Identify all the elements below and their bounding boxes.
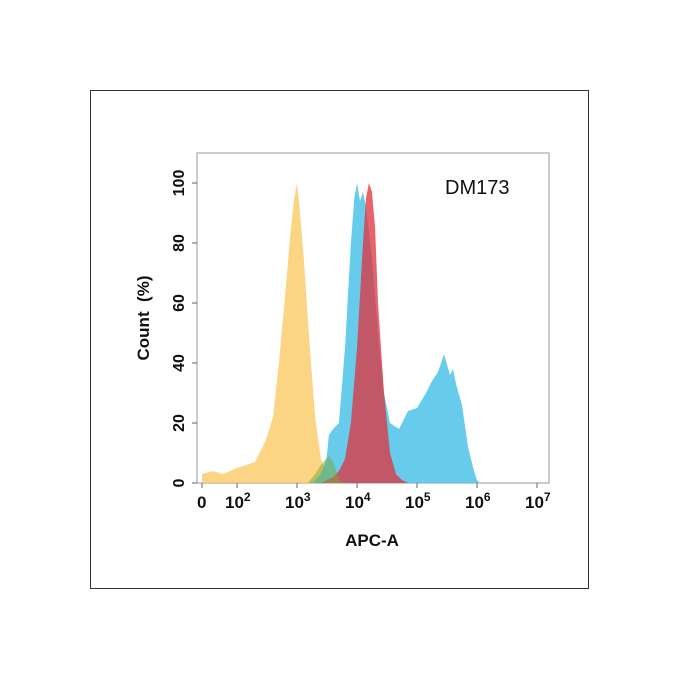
histogram-chart: 0 20 40 60 80 100 0 102 103 104 105 106 107 DM173 AP… (134, 152, 551, 550)
y-axis-label: Count (%) (134, 276, 153, 361)
x-tick-label: 104 (345, 490, 371, 512)
histogram-series-4 (307, 456, 344, 483)
x-tick-label: 0 (197, 493, 206, 512)
histogram-series-1 (202, 183, 344, 483)
axis-layer: 0 20 40 60 80 100 0 102 103 104 105 106 107 (171, 170, 551, 512)
x-tick-label: 102 (225, 490, 251, 512)
y-tick-label: 60 (171, 294, 188, 312)
y-tick-label: 80 (171, 234, 188, 252)
x-tick-label: 107 (525, 490, 551, 512)
y-tick-label: 40 (171, 354, 188, 372)
y-tick-label: 0 (171, 478, 188, 487)
figure-frame: 0 20 40 60 80 100 0 102 103 104 105 106 107 DM173 AP… (90, 90, 589, 589)
x-tick-label: 106 (465, 490, 491, 512)
y-tick-label: 100 (171, 170, 188, 197)
histogram-series-3 (320, 183, 408, 483)
series-layer (202, 183, 480, 483)
chart-title: DM173 (445, 177, 509, 199)
y-tick-label: 20 (171, 414, 188, 432)
x-tick-label: 103 (285, 490, 311, 512)
x-tick-label: 105 (405, 490, 431, 512)
x-axis-label: APC-A (345, 531, 399, 550)
